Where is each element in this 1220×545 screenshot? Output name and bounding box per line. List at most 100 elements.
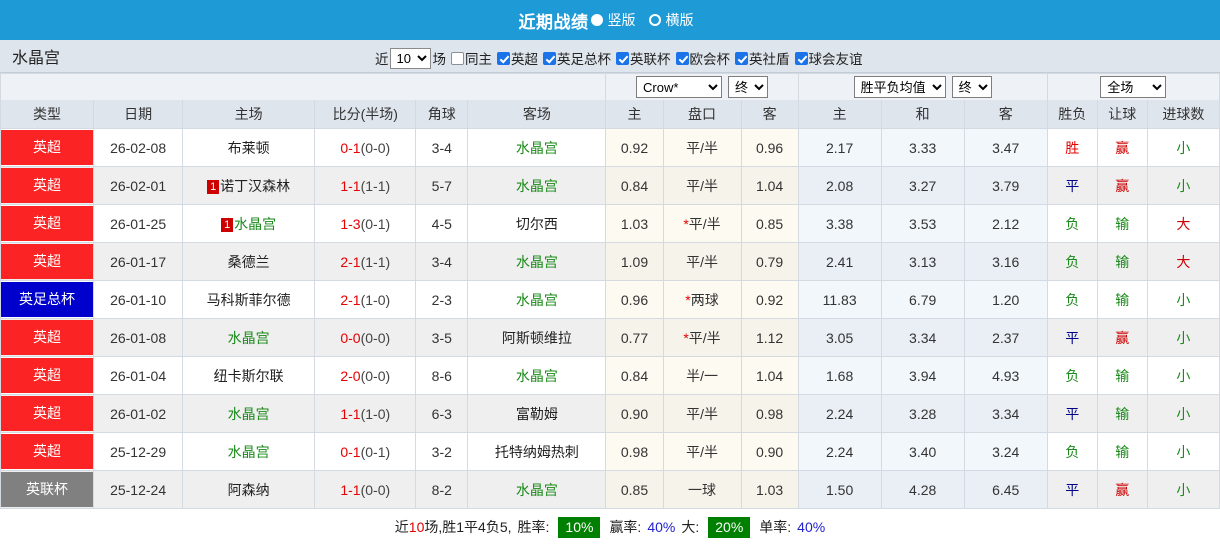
cell-score[interactable]: 2-0(0-0) xyxy=(314,356,417,395)
cell-home-team[interactable]: 水晶宫 xyxy=(182,394,316,433)
table-row[interactable]: 英超 26-01-02 水晶宫 1-1(1-0) 6-3 富勒姆 0.90 平/半 0.98 2.… xyxy=(0,394,1220,433)
cell-ah-home-odds: 0.85 xyxy=(605,470,664,509)
col-header-away[interactable]: 客场 xyxy=(467,100,607,129)
cell-home-team[interactable]: 马科斯菲尔德 xyxy=(182,280,316,319)
checkbox-same-home[interactable] xyxy=(451,51,464,65)
result-badge: 负 xyxy=(1065,215,1080,232)
table-row[interactable]: 英超 26-01-25 1 水晶宫 1-3(0-1) 4-5 切尔西 1.03 *平/半 0.85… xyxy=(0,204,1220,243)
col-header-home[interactable]: 主场 xyxy=(182,100,316,129)
checkbox-league-2[interactable] xyxy=(616,51,629,65)
col-header-ah-away[interactable]: 客 xyxy=(740,100,799,129)
cell-league[interactable]: 英超 xyxy=(0,318,95,357)
col-header-ah-line[interactable]: 盘口 xyxy=(662,100,742,129)
cell-away-team[interactable]: 托特纳姆热刺 xyxy=(467,432,607,471)
cell-home-team[interactable]: 纽卡斯尔联 xyxy=(182,356,316,395)
col-header-ah-home[interactable]: 主 xyxy=(605,100,664,129)
handicap-company-select[interactable]: Crow*Bet365Macauslot xyxy=(636,76,723,98)
cell-away-team[interactable]: 水晶宫 xyxy=(467,280,607,319)
cell-odds-home: 2.24 xyxy=(797,394,882,433)
col-header-odds-2[interactable]: 客 xyxy=(963,100,1048,129)
cell-away-team[interactable]: 切尔西 xyxy=(467,204,607,243)
radio-horizontal-view[interactable] xyxy=(648,14,661,26)
home-team-name: 水晶宫 xyxy=(227,329,270,346)
cell-score[interactable]: 2-1(1-0) xyxy=(314,280,417,319)
cell-score[interactable]: 1-3(0-1) xyxy=(314,204,417,243)
cell-league[interactable]: 英超 xyxy=(0,242,95,281)
col-header-odds-1[interactable]: 主 xyxy=(797,100,882,129)
table-row[interactable]: 英超 26-02-08 布莱顿 0-1(0-0) 3-4 水晶宫 0.92 平/半 0.96 2.… xyxy=(0,128,1220,167)
cell-odds-draw: 4.28 xyxy=(880,470,965,509)
cell-home-team[interactable]: 水晶宫 xyxy=(182,432,316,471)
checkbox-league-4[interactable] xyxy=(735,51,748,65)
cell-home-team[interactable]: 1 水晶宫 xyxy=(182,204,316,243)
cell-league[interactable]: 英超 xyxy=(0,356,95,395)
cell-home-team[interactable]: 阿森纳 xyxy=(182,470,316,509)
table-row[interactable]: 英联杯 25-12-24 阿森纳 1-1(0-0) 8-2 水晶宫 0.85 一球 1.03 1.… xyxy=(0,470,1220,509)
match-count-select[interactable]: 1062030 xyxy=(389,47,431,69)
table-row[interactable]: 英超 26-01-08 水晶宫 0-0(0-0) 3-5 阿斯顿维拉 0.77 *平/半 1.1… xyxy=(0,318,1220,357)
col-header-corner[interactable]: 角球 xyxy=(415,100,469,129)
table-row[interactable]: 英足总杯 26-01-10 马科斯菲尔德 2-1(1-0) 2-3 水晶宫 0.96 *两球 0… xyxy=(0,280,1220,319)
cell-score[interactable]: 1-1(0-0) xyxy=(314,470,417,509)
col-header-handicap[interactable]: 让球 xyxy=(1096,100,1148,129)
cell-away-team[interactable]: 水晶宫 xyxy=(467,128,607,167)
col-header-type[interactable]: 类型 xyxy=(0,100,95,129)
cell-away-team[interactable]: 水晶宫 xyxy=(467,166,607,205)
cell-ah-line: 平/半 xyxy=(662,432,742,471)
cell-league[interactable]: 英超 xyxy=(0,432,95,471)
cell-odds-home: 1.50 xyxy=(797,470,882,509)
handicap-result-badge: 输 xyxy=(1115,253,1130,270)
checkbox-league-5[interactable] xyxy=(794,51,808,65)
cell-league[interactable]: 英超 xyxy=(0,166,95,205)
cell-ah-home-odds: 0.84 xyxy=(605,356,664,395)
summary-footer: 近10场,胜1平4负5, 胜率: 10% 赢率: 40% 大: 20% 单率: … xyxy=(0,509,1220,545)
table-row[interactable]: 英超 25-12-29 水晶宫 0-1(0-1) 3-2 托特纳姆热刺 0.98 平/半 0.9… xyxy=(0,432,1220,471)
cell-score[interactable]: 2-1(1-1) xyxy=(314,242,417,281)
cell-league[interactable]: 英联杯 xyxy=(0,470,95,509)
cell-away-team[interactable]: 水晶宫 xyxy=(467,242,607,281)
cell-ah-line: *两球 xyxy=(662,280,742,319)
checkbox-league-3[interactable] xyxy=(675,51,689,65)
cell-home-team[interactable]: 1 诺丁汉森林 xyxy=(182,166,316,205)
cell-away-team[interactable]: 阿斯顿维拉 xyxy=(467,318,607,357)
table-row[interactable]: 英超 26-01-17 桑德兰 2-1(1-1) 3-4 水晶宫 1.09 平/半 0.79 2.… xyxy=(0,242,1220,281)
cell-date: 26-01-25 xyxy=(93,204,184,243)
col-header-goals[interactable]: 进球数 xyxy=(1146,100,1220,129)
odds-stage-select[interactable]: 终初 xyxy=(951,76,992,98)
cell-score[interactable]: 1-1(1-0) xyxy=(314,394,417,433)
odds-type-select[interactable]: 胜平负均值Bet365威廉希尔 xyxy=(853,76,946,98)
radio-vertical-view[interactable] xyxy=(590,14,603,26)
handicap-stage-select[interactable]: 终初 xyxy=(728,76,769,98)
col-header-odds-x[interactable]: 和 xyxy=(880,100,965,129)
cell-odds-home: 2.08 xyxy=(797,166,882,205)
cell-date: 26-02-08 xyxy=(93,128,184,167)
cell-league[interactable]: 英超 xyxy=(0,394,95,433)
cell-handicap-result: 输 xyxy=(1096,394,1148,433)
cell-score[interactable]: 0-1(0-1) xyxy=(314,432,417,471)
cell-home-team[interactable]: 桑德兰 xyxy=(182,242,316,281)
handicap-result-badge: 输 xyxy=(1115,443,1130,460)
cell-score[interactable]: 0-1(0-0) xyxy=(314,128,417,167)
cell-score[interactable]: 1-1(1-1) xyxy=(314,166,417,205)
cell-odds-home: 3.38 xyxy=(797,204,882,243)
cell-odds-draw: 3.40 xyxy=(880,432,965,471)
checkbox-league-1[interactable] xyxy=(543,51,556,65)
cell-league[interactable]: 英超 xyxy=(0,128,95,167)
cell-home-team[interactable]: 水晶宫 xyxy=(182,318,316,357)
table-row[interactable]: 英超 26-01-04 纽卡斯尔联 2-0(0-0) 8-6 水晶宫 0.84 半/一 1.04… xyxy=(0,356,1220,395)
cell-away-team[interactable]: 富勒姆 xyxy=(467,394,607,433)
cell-league[interactable]: 英超 xyxy=(0,204,95,243)
col-header-date[interactable]: 日期 xyxy=(93,100,184,129)
col-header-score[interactable]: 比分(半场) xyxy=(314,100,417,129)
checkbox-league-0[interactable] xyxy=(497,51,510,65)
cell-away-team[interactable]: 水晶宫 xyxy=(467,470,607,509)
table-row[interactable]: 英超 26-02-01 1 诺丁汉森林 1-1(1-1) 5-7 水晶宫 0.84 平/半 1.0… xyxy=(0,166,1220,205)
scope-select[interactable]: 全场上半场 xyxy=(1100,76,1167,98)
cell-score[interactable]: 0-0(0-0) xyxy=(314,318,417,357)
cell-corner: 3-2 xyxy=(415,432,469,471)
cell-away-team[interactable]: 水晶宫 xyxy=(467,356,607,395)
col-header-result[interactable]: 胜负 xyxy=(1046,100,1098,129)
result-badge: 平 xyxy=(1065,177,1080,194)
cell-league[interactable]: 英足总杯 xyxy=(0,280,95,319)
cell-home-team[interactable]: 布莱顿 xyxy=(182,128,316,167)
